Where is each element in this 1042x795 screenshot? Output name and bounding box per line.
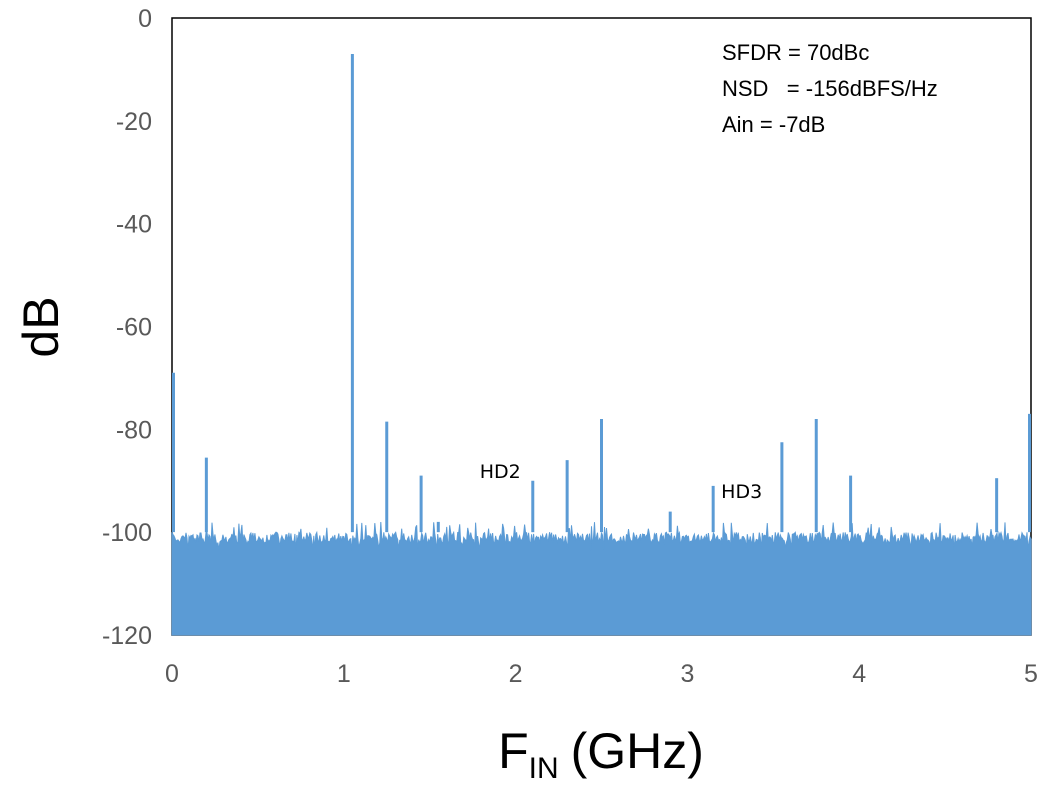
y-axis-label: dB [13, 296, 69, 357]
x-axis-label-unit: (GHz) [571, 723, 704, 779]
x-tick-label: 3 [680, 660, 694, 688]
annotation-hd3: HD3 [721, 481, 762, 503]
y-tick-label: -60 [116, 314, 152, 342]
y-tick-label: -40 [116, 211, 152, 239]
x-tick-label: 0 [165, 660, 179, 688]
x-axis-ticks: 0 1 2 3 4 5 [165, 660, 1038, 688]
x-tick-label: 2 [509, 660, 523, 688]
y-tick-label: -20 [116, 108, 152, 136]
x-axis-label-sub: IN [529, 752, 559, 785]
info-sfdr: SFDR = 70dBc [722, 40, 869, 65]
harmonic-annotations: HD2 HD3 [480, 461, 762, 503]
spectrum-series [171, 53, 1032, 636]
x-axis-label: FIN (GHz) [498, 723, 704, 785]
x-tick-label: 1 [337, 660, 351, 688]
y-tick-label: -100 [102, 519, 152, 547]
y-axis-ticks: 0 -20 -40 -60 -80 -100 -120 [102, 5, 152, 650]
x-tick-label: 5 [1024, 660, 1038, 688]
annotation-hd2: HD2 [480, 461, 521, 483]
x-axis-label-main: F [498, 723, 529, 779]
y-tick-label: -80 [116, 416, 152, 444]
y-tick-label: -120 [102, 622, 152, 650]
info-ain: Ain = -7dB [722, 112, 825, 137]
noise-floor [171, 521, 1032, 636]
y-tick-label: 0 [138, 5, 152, 33]
info-nsd: NSD = -156dBFS/Hz [722, 76, 938, 101]
x-tick-label: 4 [852, 660, 866, 688]
